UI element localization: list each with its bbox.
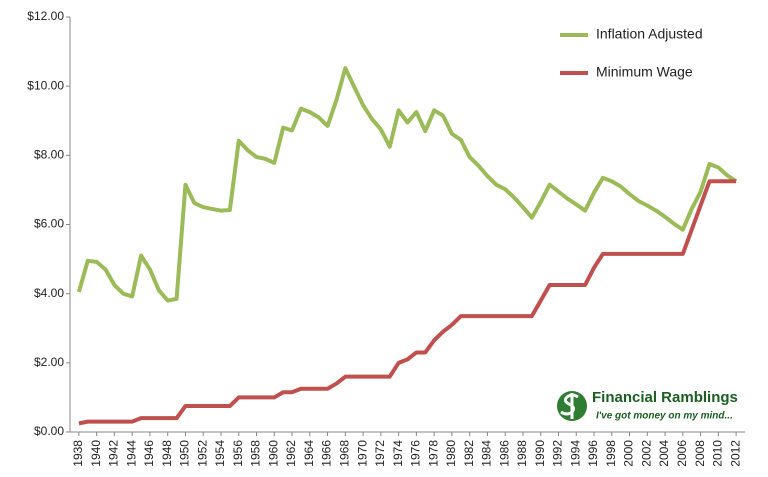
x-tick-label: 1980 bbox=[444, 440, 458, 467]
series-line bbox=[76, 66, 738, 303]
x-tick-label: 1956 bbox=[231, 440, 245, 467]
x-tick-label: 1966 bbox=[320, 440, 334, 467]
x-tick-label: 2000 bbox=[622, 440, 636, 467]
x-tick-label: 1962 bbox=[284, 440, 298, 467]
x-tick-label: 2006 bbox=[675, 440, 689, 467]
logo-tagline: I've got money on my mind... bbox=[596, 411, 733, 422]
y-tick-label: $10.00 bbox=[27, 78, 64, 92]
x-tick-label: 1982 bbox=[462, 440, 476, 467]
x-tick-label: 1940 bbox=[89, 440, 103, 467]
y-tick-label: $2.00 bbox=[34, 355, 64, 369]
y-tick-label: $6.00 bbox=[34, 217, 64, 231]
x-tick-label: 1958 bbox=[249, 440, 263, 467]
x-tick-label: 1954 bbox=[213, 440, 227, 467]
x-tick-label: 1942 bbox=[107, 440, 121, 467]
legend-label: Minimum Wage bbox=[596, 64, 693, 80]
x-tick-label: 1992 bbox=[551, 440, 565, 467]
x-tick-label: 1988 bbox=[515, 440, 529, 467]
x-tick-label: 1950 bbox=[178, 440, 192, 467]
x-tick-label: 1952 bbox=[195, 440, 209, 467]
y-tick-label: $0.00 bbox=[34, 424, 64, 438]
x-tick-label: 1964 bbox=[302, 440, 316, 467]
x-tick-label: 1948 bbox=[160, 440, 174, 467]
x-tick-label: 1946 bbox=[142, 440, 156, 467]
x-tick-label: 1972 bbox=[373, 440, 387, 467]
x-tick-label: 2012 bbox=[728, 440, 742, 467]
x-tick-label: 1998 bbox=[604, 440, 618, 467]
x-tick-label: 1960 bbox=[266, 440, 280, 467]
x-tick-label: 2010 bbox=[711, 440, 725, 467]
x-tick-label: 1968 bbox=[338, 440, 352, 467]
series-line bbox=[78, 179, 737, 426]
x-tick-label: 1978 bbox=[426, 440, 440, 467]
x-tick-label: 1986 bbox=[497, 440, 511, 467]
y-tick-label: $4.00 bbox=[34, 286, 64, 300]
x-tick-label: 1938 bbox=[71, 440, 85, 467]
logo: Financial Ramblings I've got money on my… bbox=[557, 389, 738, 422]
x-tick-label: 2008 bbox=[693, 440, 707, 467]
x-tick-label: 1944 bbox=[124, 440, 138, 467]
x-tick-label: 1976 bbox=[409, 440, 423, 467]
x-tick-label: 2002 bbox=[639, 440, 653, 467]
logo-symbol bbox=[560, 393, 579, 419]
x-tick-label: 1984 bbox=[480, 440, 494, 467]
legend-label: Inflation Adjusted bbox=[596, 26, 703, 42]
logo-title: Financial Ramblings bbox=[592, 389, 738, 406]
x-tick-label: 2004 bbox=[657, 440, 671, 467]
x-tick-label: 1974 bbox=[391, 440, 405, 467]
y-tick-label: $12.00 bbox=[27, 9, 64, 23]
y-tick-label: $8.00 bbox=[34, 148, 64, 162]
x-tick-label: 1990 bbox=[533, 440, 547, 467]
x-tick-label: 1996 bbox=[586, 440, 600, 467]
x-tick-label: 1994 bbox=[568, 440, 582, 467]
x-tick-label: 1970 bbox=[355, 440, 369, 467]
